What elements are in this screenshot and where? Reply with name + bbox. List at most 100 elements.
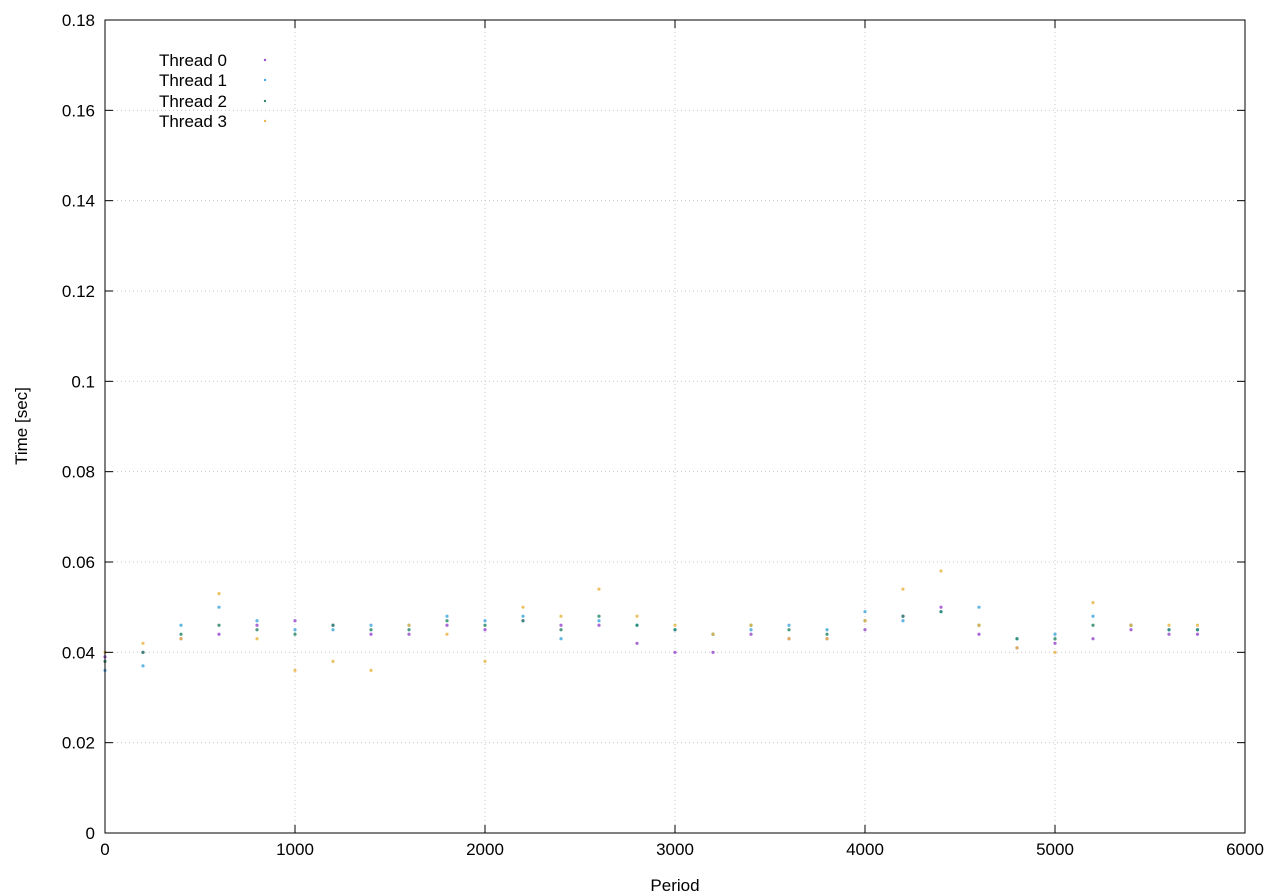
y-tick-label: 0.14 [62, 192, 95, 211]
series-3 [103, 569, 1200, 673]
data-point [217, 605, 221, 609]
data-point [331, 659, 335, 663]
data-point [749, 632, 753, 636]
y-tick-label: 0.04 [62, 643, 95, 662]
data-point [1091, 614, 1095, 618]
data-point [1129, 623, 1133, 627]
data-point [787, 637, 791, 641]
y-tick-label: 0.16 [62, 101, 95, 120]
data-point [901, 614, 905, 618]
data-point [217, 632, 221, 636]
data-point [407, 628, 411, 632]
x-tick-label: 1000 [276, 840, 314, 859]
data-point [483, 659, 487, 663]
y-axis-title: Time [sec] [12, 387, 31, 465]
data-point [141, 641, 145, 645]
data-point [217, 623, 221, 627]
data-point [1053, 632, 1057, 636]
data-point [1195, 623, 1200, 627]
y-tick-label: 0.1 [71, 372, 95, 391]
legend-marker [263, 58, 267, 62]
x-tick-label: 6000 [1226, 840, 1264, 859]
y-tick-label: 0.06 [62, 553, 95, 572]
legend-label-thread-0: Thread 0 [159, 51, 227, 70]
data-point [179, 637, 183, 641]
data-point [559, 614, 563, 618]
series-0 [103, 605, 1200, 659]
data-point [939, 610, 943, 614]
data-point [1015, 646, 1019, 650]
data-point [673, 623, 677, 627]
data-point [369, 632, 373, 636]
data-point [863, 628, 867, 632]
data-point [939, 569, 943, 573]
data-point [825, 628, 829, 632]
data-point [711, 632, 715, 636]
y-tick-label: 0.18 [62, 11, 95, 30]
data-point [141, 664, 145, 668]
y-tick-label: 0.02 [62, 734, 95, 753]
series-2 [103, 610, 1200, 663]
data-point [179, 632, 183, 636]
data-point [863, 610, 867, 614]
data-point [255, 637, 259, 641]
data-point [331, 628, 335, 632]
y-tick-label: 0.12 [62, 282, 95, 301]
data-point [1167, 628, 1171, 632]
data-point [445, 623, 449, 627]
data-point [901, 619, 905, 623]
data-point [369, 668, 373, 673]
data-point [293, 628, 297, 632]
data-point [179, 623, 183, 627]
legend-marker [263, 99, 267, 103]
data-point [825, 632, 829, 636]
data-point [1195, 632, 1200, 636]
data-point [901, 587, 905, 591]
y-tick-label: 0 [86, 824, 95, 843]
data-point [521, 605, 525, 609]
data-point [1053, 650, 1057, 654]
data-point [369, 623, 373, 627]
data-point [825, 637, 829, 641]
data-point [445, 614, 449, 618]
data-point [141, 650, 145, 654]
data-point [255, 619, 259, 623]
legend-marker [263, 78, 267, 82]
data-point [445, 619, 449, 623]
legend-label-thread-1: Thread 1 [159, 71, 227, 90]
axes: 0 1000 2000 3000 4000 5000 6000 0 0.02 0.04 0.06 0.… [62, 11, 1264, 859]
y-tick-label: 0.08 [62, 463, 95, 482]
data-point [483, 623, 487, 627]
data-point [559, 623, 563, 627]
data-point [255, 628, 259, 632]
data-point [673, 650, 677, 654]
data-point [1091, 637, 1095, 641]
data-point [1091, 601, 1095, 605]
data-point [407, 632, 411, 636]
data-point [597, 619, 601, 623]
data-points [103, 569, 1200, 673]
data-point [1195, 628, 1200, 632]
data-point [521, 614, 525, 618]
data-point [597, 587, 601, 591]
data-point [559, 628, 563, 632]
data-point [331, 623, 335, 627]
x-tick-label: 5000 [1036, 840, 1074, 859]
data-point [597, 623, 601, 627]
data-point [1015, 637, 1019, 641]
data-point [635, 641, 639, 645]
data-point [293, 668, 297, 673]
data-point [711, 650, 715, 654]
data-point [483, 628, 487, 632]
data-point [787, 623, 791, 627]
data-point [407, 623, 411, 627]
data-point [939, 605, 943, 609]
data-point [635, 623, 639, 627]
x-tick-label: 4000 [846, 840, 884, 859]
data-point [293, 632, 297, 636]
data-point [559, 637, 563, 641]
data-point [1053, 641, 1057, 645]
data-point [977, 632, 981, 636]
data-point [635, 614, 639, 618]
x-tick-label: 0 [100, 840, 109, 859]
